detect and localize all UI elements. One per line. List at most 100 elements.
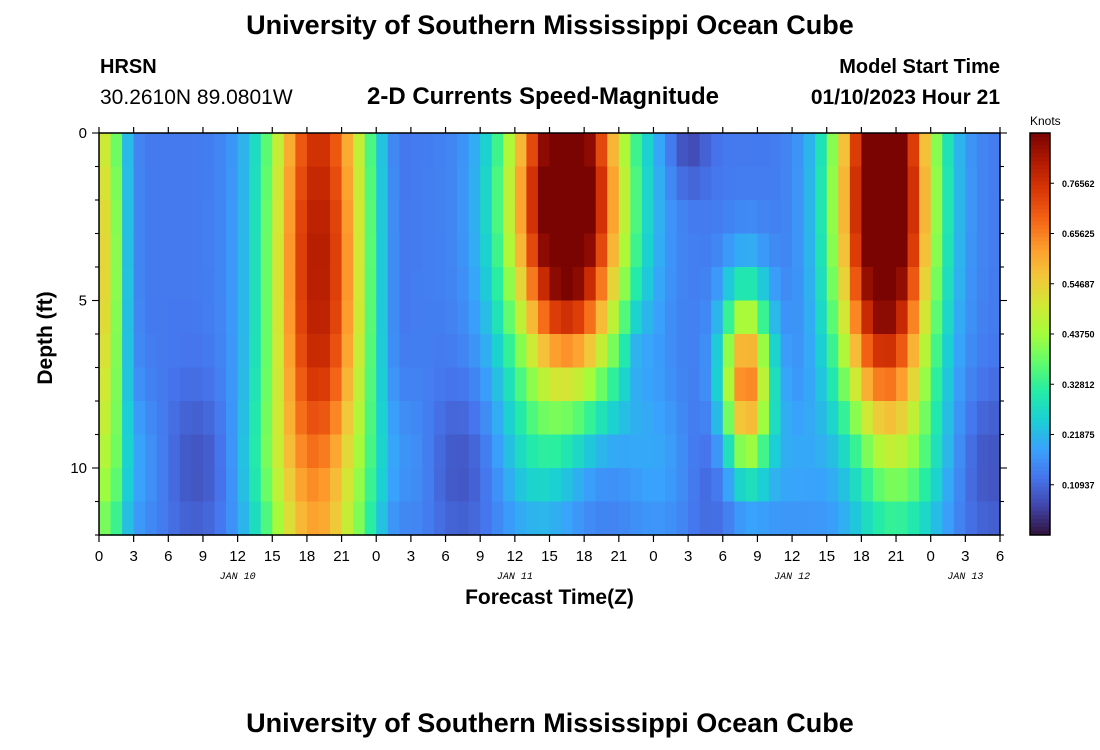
heatmap-cell [445, 166, 458, 201]
heatmap-cell [168, 133, 181, 168]
heatmap-cell [930, 233, 943, 268]
heatmap-cell [722, 267, 735, 302]
heatmap-cell [630, 334, 643, 369]
colorbar-swatch [1030, 197, 1050, 202]
heatmap-cell [503, 300, 516, 335]
heatmap-cell [665, 334, 678, 369]
colorbar-swatch [1030, 434, 1050, 440]
heatmap-cell [676, 300, 689, 335]
heatmap-cell [457, 468, 470, 503]
heatmap-cell [826, 166, 839, 201]
heatmap-cell [226, 468, 239, 503]
heatmap-cell [133, 267, 146, 302]
heatmap-cell [330, 300, 343, 335]
heatmap-cell [849, 233, 862, 268]
heatmap-cell [815, 434, 828, 469]
heatmap-cell [896, 367, 909, 402]
heatmap-cell [665, 166, 678, 201]
heatmap-cell [514, 133, 527, 168]
heatmap-cell [410, 501, 424, 536]
heatmap-cell [526, 468, 539, 503]
colorbar-swatch [1030, 454, 1050, 460]
heatmap-cell [919, 334, 932, 369]
heatmap-cell [815, 334, 828, 369]
heatmap-cell [965, 367, 978, 402]
heatmap-cell [191, 334, 204, 369]
heatmap-cell [641, 233, 655, 268]
heatmap-cell [445, 501, 458, 536]
heatmap-cell [376, 367, 389, 402]
heatmap-cell [110, 267, 123, 302]
heatmap-cell [561, 267, 574, 302]
heatmap-cell [99, 233, 112, 268]
heatmap-cell [318, 233, 331, 268]
colorbar-swatch [1030, 366, 1050, 371]
heatmap-cell [919, 434, 932, 469]
heatmap-cell [745, 300, 759, 335]
colorbar-swatch [1030, 325, 1050, 331]
heatmap-cell [491, 434, 504, 469]
heatmap-cell [214, 334, 227, 369]
heatmap-cell [768, 367, 782, 402]
heatmap-cell [768, 468, 782, 503]
heatmap-cell [145, 200, 158, 235]
heatmap-cell [179, 300, 193, 335]
heatmap-cell [387, 334, 400, 369]
heatmap-cell [665, 434, 678, 469]
heatmap-cell [711, 334, 724, 369]
heatmap-cell [849, 367, 862, 402]
heatmap-cell [803, 133, 816, 168]
heatmap-cell [226, 133, 239, 168]
heatmap-cell [884, 367, 897, 402]
heatmap-cell [537, 267, 551, 302]
heatmap-cell [145, 334, 158, 369]
heatmap-cell [422, 133, 435, 168]
heatmap-cell [422, 367, 435, 402]
heatmap-cell [353, 501, 366, 536]
heatmap-cell [537, 233, 551, 268]
heatmap-cell [803, 334, 816, 369]
heatmap-cell [595, 401, 608, 436]
heatmap-cell [803, 166, 816, 201]
heatmap-cell [422, 401, 435, 436]
heatmap-cell [815, 367, 828, 402]
model-start-label: Model Start Time [839, 56, 1000, 78]
heatmap-cell [549, 133, 562, 168]
colorbar-swatch [1030, 257, 1050, 263]
heatmap-cell [260, 267, 273, 302]
heatmap-cell [988, 401, 1001, 436]
heatmap-cell [745, 233, 759, 268]
heatmap-cell [965, 501, 978, 536]
heatmap-cell [226, 501, 239, 536]
heatmap-cell [618, 267, 631, 302]
heatmap-cell [526, 501, 539, 536]
x-day-label: JAN 10 [220, 572, 256, 583]
heatmap-cell [757, 166, 770, 201]
heatmap-cell [641, 200, 655, 235]
heatmap-cell [110, 434, 123, 469]
heatmap-cell [353, 367, 366, 402]
heatmap-cell [942, 133, 955, 168]
heatmap-cell [526, 434, 539, 469]
heatmap-cell [757, 200, 770, 235]
heatmap-cell [988, 300, 1001, 335]
heatmap-cell [549, 267, 562, 302]
heatmap-cell [688, 501, 701, 536]
colorbar-swatch [1030, 438, 1050, 444]
heatmap-cell [792, 401, 805, 436]
heatmap-cell [202, 233, 216, 268]
heatmap-cell [549, 300, 562, 335]
heatmap-cell [503, 166, 516, 201]
heatmap-cell [387, 267, 400, 302]
x-tick-label: 9 [199, 548, 207, 565]
heatmap-cell [410, 334, 424, 369]
heatmap-cell [295, 468, 308, 503]
heatmap-cell [376, 300, 389, 335]
heatmap-cell [861, 367, 874, 402]
x-tick-label: 3 [407, 548, 415, 565]
heatmap-cell [838, 367, 851, 402]
colorbar-swatch [1030, 253, 1050, 259]
heatmap-cell [838, 300, 851, 335]
heatmap-cell [330, 166, 343, 201]
heatmap-cell [503, 233, 516, 268]
